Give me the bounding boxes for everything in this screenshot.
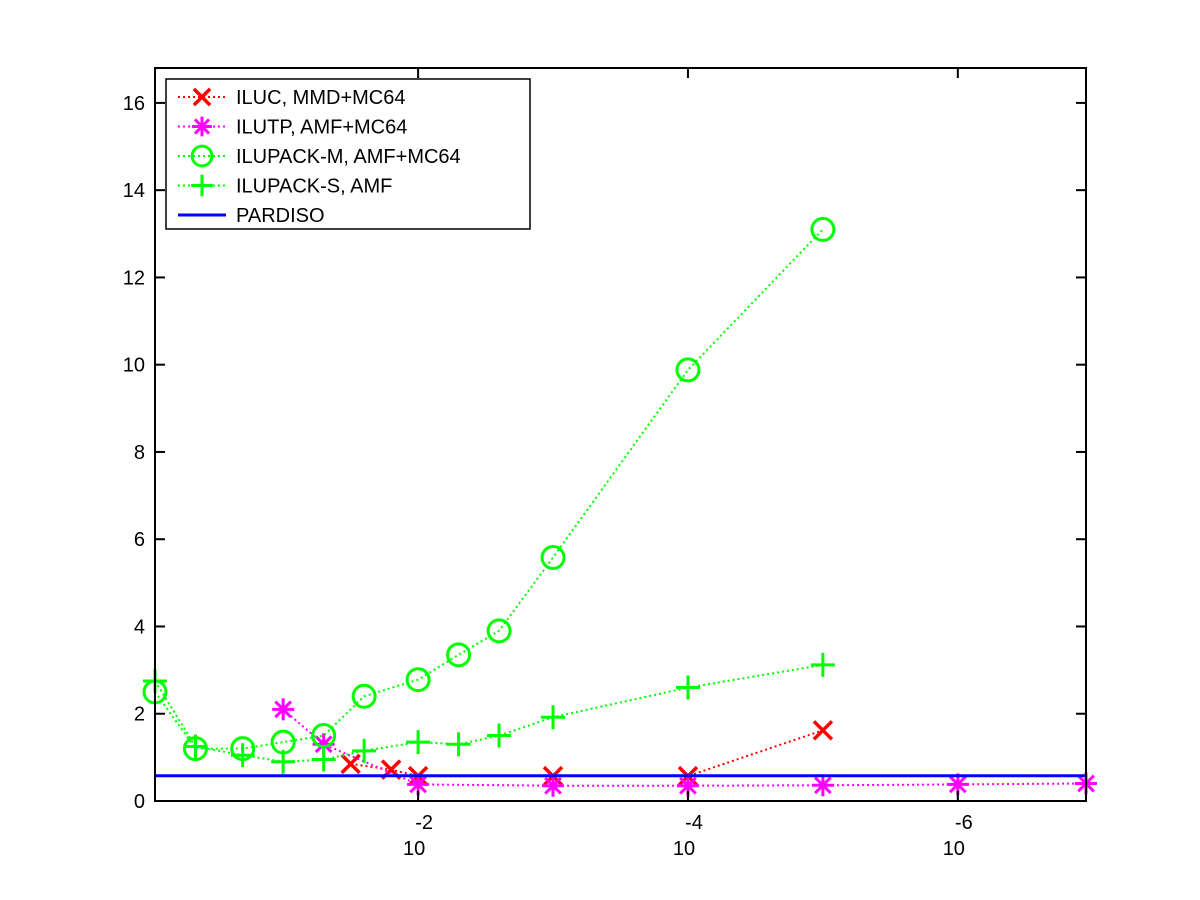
legend: ILUC, MMD+MC64 ILUTP, AMF+MC64 ILUPACK-M, … xyxy=(165,78,531,230)
circle-marker xyxy=(675,357,701,383)
legend-box xyxy=(165,78,531,230)
series-3 xyxy=(143,652,835,774)
x-tick-exponent: -6 xyxy=(955,812,973,834)
plus-marker xyxy=(271,749,296,774)
series-line xyxy=(154,228,824,750)
asterisk-marker xyxy=(811,774,834,797)
circle-marker xyxy=(405,667,431,693)
y-tick-label: 2 xyxy=(134,704,145,726)
axes-frame xyxy=(154,67,1087,802)
x-marker xyxy=(812,720,834,741)
legend-item-2: ILUPACK-M, AMF+MC64 xyxy=(178,144,461,168)
plus-marker xyxy=(191,174,213,197)
series-layer xyxy=(142,216,1097,797)
legend-label: ILUPACK-S, AMF xyxy=(236,176,392,198)
y-tick-label: 4 xyxy=(134,616,145,638)
series-line xyxy=(154,663,824,763)
y-tick-label: 8 xyxy=(134,442,145,464)
axes-layer: 0 2 4 6 8 10 12 14 16 10 -2 10 -4 10 -6 xyxy=(123,67,1087,860)
x-tick-base: 10 xyxy=(673,838,695,860)
plus-marker xyxy=(675,675,700,700)
x-tick-base: 10 xyxy=(943,838,965,860)
x-marker xyxy=(340,753,361,775)
circle-marker xyxy=(190,144,214,168)
circle-marker xyxy=(540,545,566,571)
asterisk-marker xyxy=(192,116,212,137)
asterisk-marker xyxy=(542,774,565,797)
circle-marker xyxy=(446,642,472,668)
legend-label: PARDISO xyxy=(236,205,325,227)
plus-marker xyxy=(541,705,566,730)
x-tick-exponent: -2 xyxy=(415,812,433,834)
circle-marker xyxy=(311,723,337,749)
plus-marker xyxy=(406,730,431,755)
plus-marker xyxy=(352,738,377,763)
asterisk-marker xyxy=(676,774,699,797)
x-tick-exponent: -4 xyxy=(685,812,703,834)
circle-marker xyxy=(486,618,512,644)
y-tick-label: 14 xyxy=(123,180,145,202)
legend-item-4: PARDISO xyxy=(178,205,325,227)
y-tick-label: 6 xyxy=(134,529,145,551)
series-line xyxy=(282,708,1087,787)
circle-marker xyxy=(351,683,377,709)
x-marker xyxy=(192,87,212,107)
asterisk-marker xyxy=(407,773,430,796)
x-tick-base: 10 xyxy=(403,838,425,860)
legend-label: ILUC, MMD+MC64 xyxy=(236,87,405,109)
circle-marker xyxy=(810,216,836,242)
legend-item-1: ILUTP, AMF+MC64 xyxy=(178,117,407,139)
legend-label: ILUPACK-M, AMF+MC64 xyxy=(236,146,461,168)
asterisk-marker xyxy=(312,733,335,756)
plus-marker xyxy=(311,747,336,772)
plus-marker xyxy=(446,732,471,757)
plus-marker xyxy=(230,743,255,768)
plus-marker xyxy=(183,734,208,759)
legend-item-0: ILUC, MMD+MC64 xyxy=(178,87,405,109)
y-tick-label: 0 xyxy=(134,791,145,813)
y-tick-label: 16 xyxy=(123,93,145,115)
asterisk-marker xyxy=(946,773,969,796)
asterisk-marker xyxy=(272,698,295,721)
plus-marker xyxy=(487,723,512,748)
y-tick-label: 12 xyxy=(123,267,145,289)
legend-label: ILUTP, AMF+MC64 xyxy=(236,117,407,139)
legend-item-3: ILUPACK-S, AMF xyxy=(178,174,392,198)
y-tick-label: 10 xyxy=(123,355,145,377)
plus-marker xyxy=(810,652,835,677)
